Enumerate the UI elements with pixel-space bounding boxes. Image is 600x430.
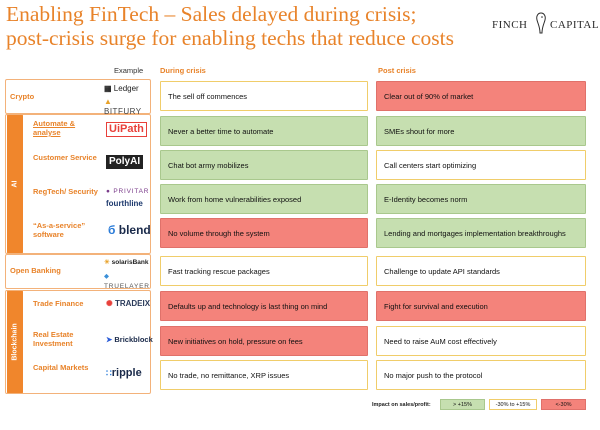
logo-tradeix: ✺ TRADEIX <box>106 299 151 308</box>
row-frame-crypto <box>5 79 151 114</box>
row-frame-blockchain <box>5 290 151 394</box>
row-frame-open-banking <box>5 254 151 289</box>
logo-blend: б blend <box>108 223 151 237</box>
cell-automate-during: Never a better time to automate <box>160 116 368 146</box>
logo-solarisbank: ☀ solarisBank <box>104 259 149 266</box>
category-as-a-service: “As-a-service” software <box>33 221 86 239</box>
logo-bitfury: ▲ BITFURY <box>104 97 142 116</box>
cell-crypto-post: Clear out of 90% of market <box>376 81 586 111</box>
cell-trade-post: Fight for survival and execution <box>376 291 586 321</box>
category-real-estate: Real Estate Investment <box>33 330 74 348</box>
cell-crypto-during: The sell off commences <box>160 81 368 111</box>
cell-capital-post: No major push to the protocol <box>376 360 586 390</box>
logo-polyai: PolyAI <box>106 155 154 169</box>
cell-capital-during: No trade, no remittance, XRP issues <box>160 360 368 390</box>
cell-service-post: Lending and mortgages implementation bre… <box>376 218 586 248</box>
cell-openbanking-during: Fast tracking rescue packages <box>160 256 368 286</box>
header-post-crisis: Post crisis <box>378 66 416 75</box>
group-blockchain: Blockchain <box>7 290 23 394</box>
row-frame-ai <box>5 114 151 254</box>
title-line-1: Enabling FinTech – Sales delayed during … <box>6 2 417 26</box>
cell-service-during: No volume through the system <box>160 218 368 248</box>
category-crypto: Crypto <box>10 92 35 101</box>
cell-openbanking-post: Challenge to update API standards <box>376 256 586 286</box>
legend-mid: -30% to +15% <box>489 399 537 410</box>
cell-customer-during: Chat bot army mobilizes <box>160 150 368 180</box>
logo-text-left: FINCH <box>492 19 528 31</box>
category-automate: Automate & analyse <box>33 119 76 137</box>
logo-truelayer: ◆ TRUELAYER <box>104 273 150 290</box>
logo-privitar: ● PRIVITAR <box>106 188 150 195</box>
logo-ripple: ∷ripple <box>106 367 142 379</box>
title-line-2: post-crisis surge for enabling techs tha… <box>6 26 454 50</box>
cell-realestate-during: New initiatives on hold, pressure on fee… <box>160 326 368 356</box>
group-ai: AI <box>7 114 23 254</box>
legend-low: <-30% <box>541 399 586 410</box>
cell-trade-during: Defaults up and technology is last thing… <box>160 291 368 321</box>
logo-fourthline: fourthline <box>106 199 143 208</box>
logo-uipath: UiPath <box>106 122 154 137</box>
logo-ledger: ▦ Ledger <box>104 84 139 93</box>
header-example: Example <box>114 66 144 75</box>
header-during-crisis: During crisis <box>160 66 206 75</box>
finch-capital-logo: FINCH CAPITAL <box>492 10 600 36</box>
cell-regtech-during: Work from home vulnerabilities exposed <box>160 184 368 214</box>
cell-automate-post: SMEs shout for more <box>376 116 586 146</box>
category-capital-markets: Capital Markets <box>33 363 89 372</box>
category-trade-finance: Trade Finance <box>33 299 84 308</box>
cell-customer-post: Call centers start optimizing <box>376 150 586 180</box>
finch-bird-icon <box>536 12 546 34</box>
page-title: Enabling FinTech – Sales delayed during … <box>6 2 506 50</box>
logo-brickblock: ➤ Brickblock <box>106 335 153 344</box>
category-customer-service: Customer Service <box>33 153 97 162</box>
cell-regtech-post: E-Identity becomes norm <box>376 184 586 214</box>
cell-realestate-post: Need to raise AuM cost effectively <box>376 326 586 356</box>
category-open-banking: Open Banking <box>10 266 61 275</box>
category-regtech: RegTech/ Security <box>33 187 98 196</box>
legend-high: > +15% <box>440 399 485 410</box>
logo-text-right: CAPITAL <box>550 19 600 31</box>
legend-label: Impact on sales/profit: <box>372 402 431 408</box>
